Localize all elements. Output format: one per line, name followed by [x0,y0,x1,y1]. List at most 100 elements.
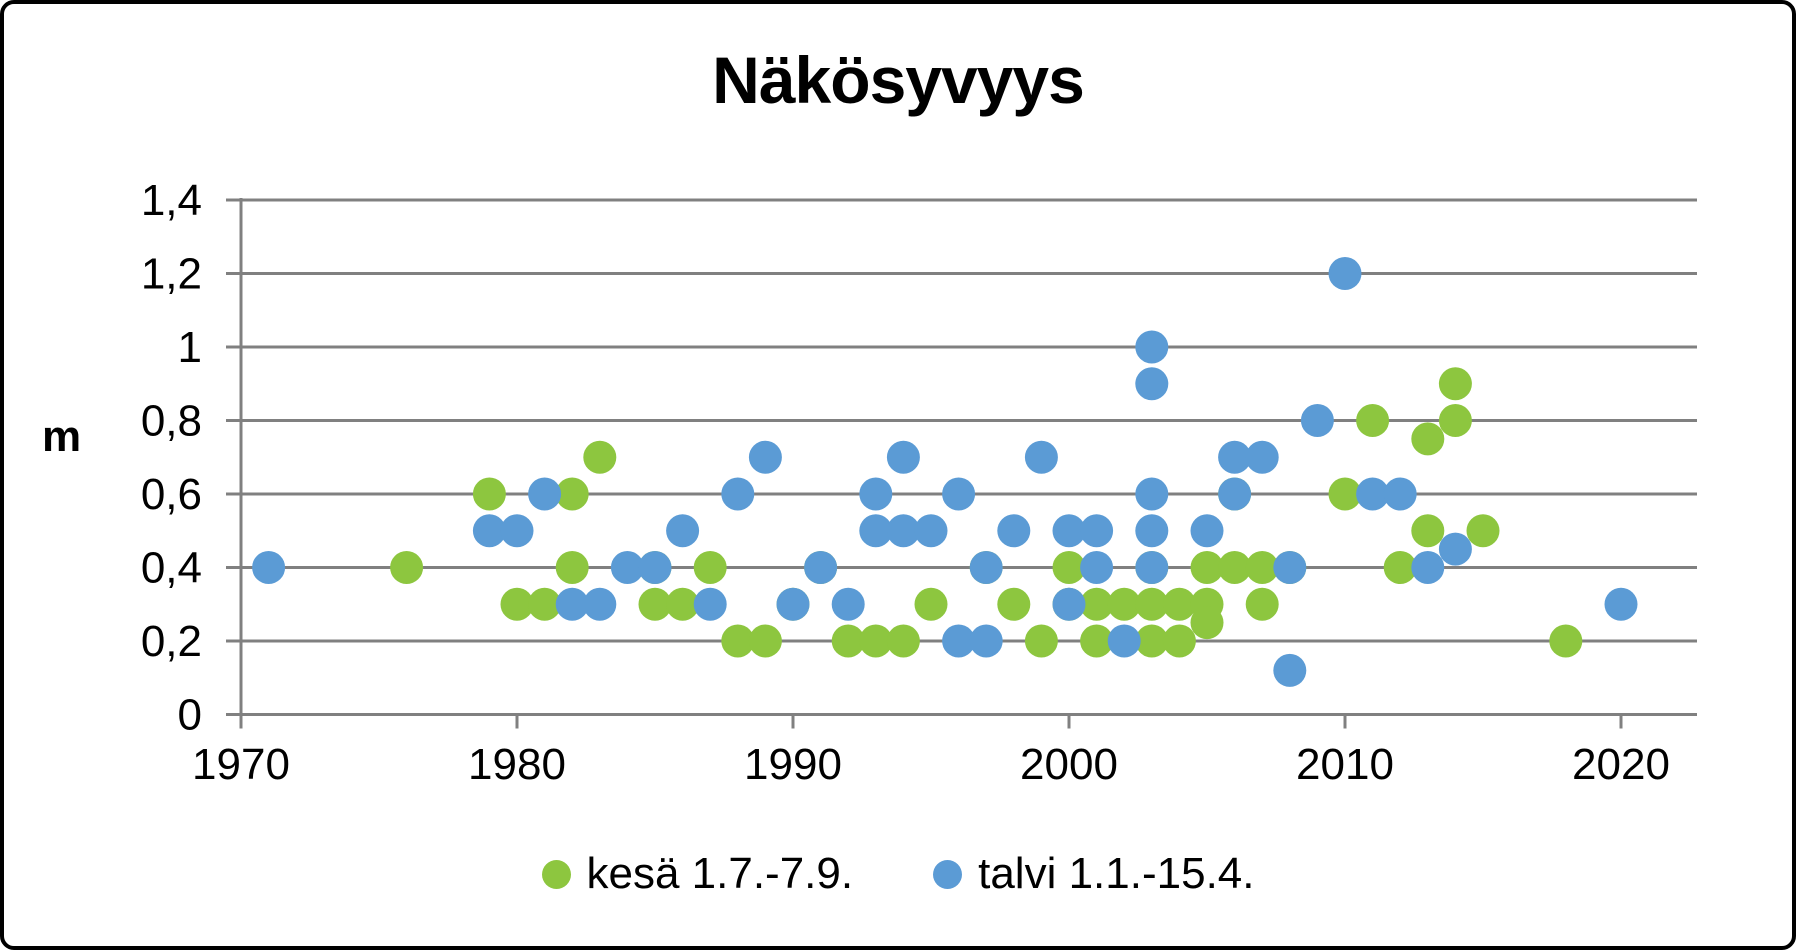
winter-point [1135,551,1169,584]
summer-point [638,587,672,621]
summer-point [1438,404,1472,437]
winter-point [555,587,589,621]
winter-point [1107,624,1141,658]
winter-point [1024,440,1058,474]
winter-point [1300,404,1334,437]
winter-point [831,587,865,621]
summer-point [1411,422,1445,456]
winter-point [528,477,562,511]
winter-point [1328,257,1362,290]
summer-point [1162,587,1196,621]
summer-point [1438,367,1472,401]
x-tick-label: 1990 [744,740,842,789]
y-axis-title: m [42,412,82,461]
summer-point [1162,624,1196,658]
y-tick-label: 1,2 [141,250,202,299]
winter-point [1604,587,1638,621]
summer-point [1024,624,1058,658]
legend-label: talvi 1.1.-15.4. [978,849,1255,898]
winter-point [666,514,700,548]
legend-item: kesä 1.7.-7.9. [541,849,854,899]
summer-point [1411,514,1445,548]
y-tick-label: 1 [178,323,202,372]
winter-point [1411,551,1445,584]
summer-point [693,551,727,584]
summer-point [1328,477,1362,511]
winter-point [804,551,838,584]
summer-point [914,587,948,621]
summer-point [1107,587,1141,621]
x-tick-label: 2010 [1296,740,1394,789]
legend: kesä 1.7.-7.9. talvi 1.1.-15.4. [4,849,1792,899]
winter-point [914,514,948,548]
summer-point [831,624,865,658]
summer-point [748,624,782,658]
winter-point [252,551,286,584]
winter-point [942,624,976,658]
legend-dot-icon [933,859,963,889]
winter-point [1052,514,1086,548]
winter-point [1135,514,1169,548]
winter-point [886,440,920,474]
summer-point [390,551,424,584]
winter-point [1080,551,1114,584]
chart-title: Näkösyvyys [712,43,1085,117]
axes [226,198,1623,729]
y-tick-label: 0,4 [141,544,202,593]
summer-point [1383,551,1417,584]
winter-point [886,514,920,548]
summer-point [997,587,1031,621]
winter-point [942,477,976,511]
summer-point [1466,514,1500,548]
winter-point [1080,514,1114,548]
summer-point [528,587,562,621]
x-tick-label: 1970 [192,740,290,789]
winter-point [1135,367,1169,401]
summer-point [1549,624,1583,658]
legend-label: kesä 1.7.-7.9. [586,849,854,898]
legend-dot-icon [541,859,571,889]
summer-point [1052,551,1086,584]
winter-point [748,440,782,474]
x-tick-label: 1980 [468,740,566,789]
summer-point [1356,404,1390,437]
summer-point [1218,551,1252,584]
winter-point [1135,330,1169,364]
winter-point [859,514,893,548]
summer-point [472,477,506,511]
legend-item: talvi 1.1.-15.4. [933,849,1254,899]
winter-point [1438,532,1472,566]
winter-point [1052,587,1086,621]
summer-point [1190,606,1224,640]
winter-point [610,551,644,584]
summer-point [500,587,534,621]
summer-point [555,477,589,511]
y-tick-label: 1,4 [141,176,202,225]
winter-point [1273,551,1307,584]
data-points [252,257,1638,687]
winter-point [969,624,1003,658]
winter-point [1218,477,1252,511]
winter-point [859,477,893,511]
winter-point [1273,653,1307,687]
summer-point [886,624,920,658]
winter-point [1245,440,1279,474]
winter-point [1383,477,1417,511]
winter-point [969,551,1003,584]
x-tick-label: 2000 [1020,740,1118,789]
winter-point [1218,440,1252,474]
y-tick-label: 0 [178,691,202,740]
winter-point [1190,514,1224,548]
winter-point [997,514,1031,548]
winter-point [693,587,727,621]
summer-point [859,624,893,658]
summer-point [1135,624,1169,658]
winter-point [472,514,506,548]
winter-point [1135,477,1169,511]
y-tick-label: 0,8 [141,397,202,446]
summer-point [1080,624,1114,658]
y-tick-label: 0,2 [141,617,202,666]
summer-point [666,587,700,621]
